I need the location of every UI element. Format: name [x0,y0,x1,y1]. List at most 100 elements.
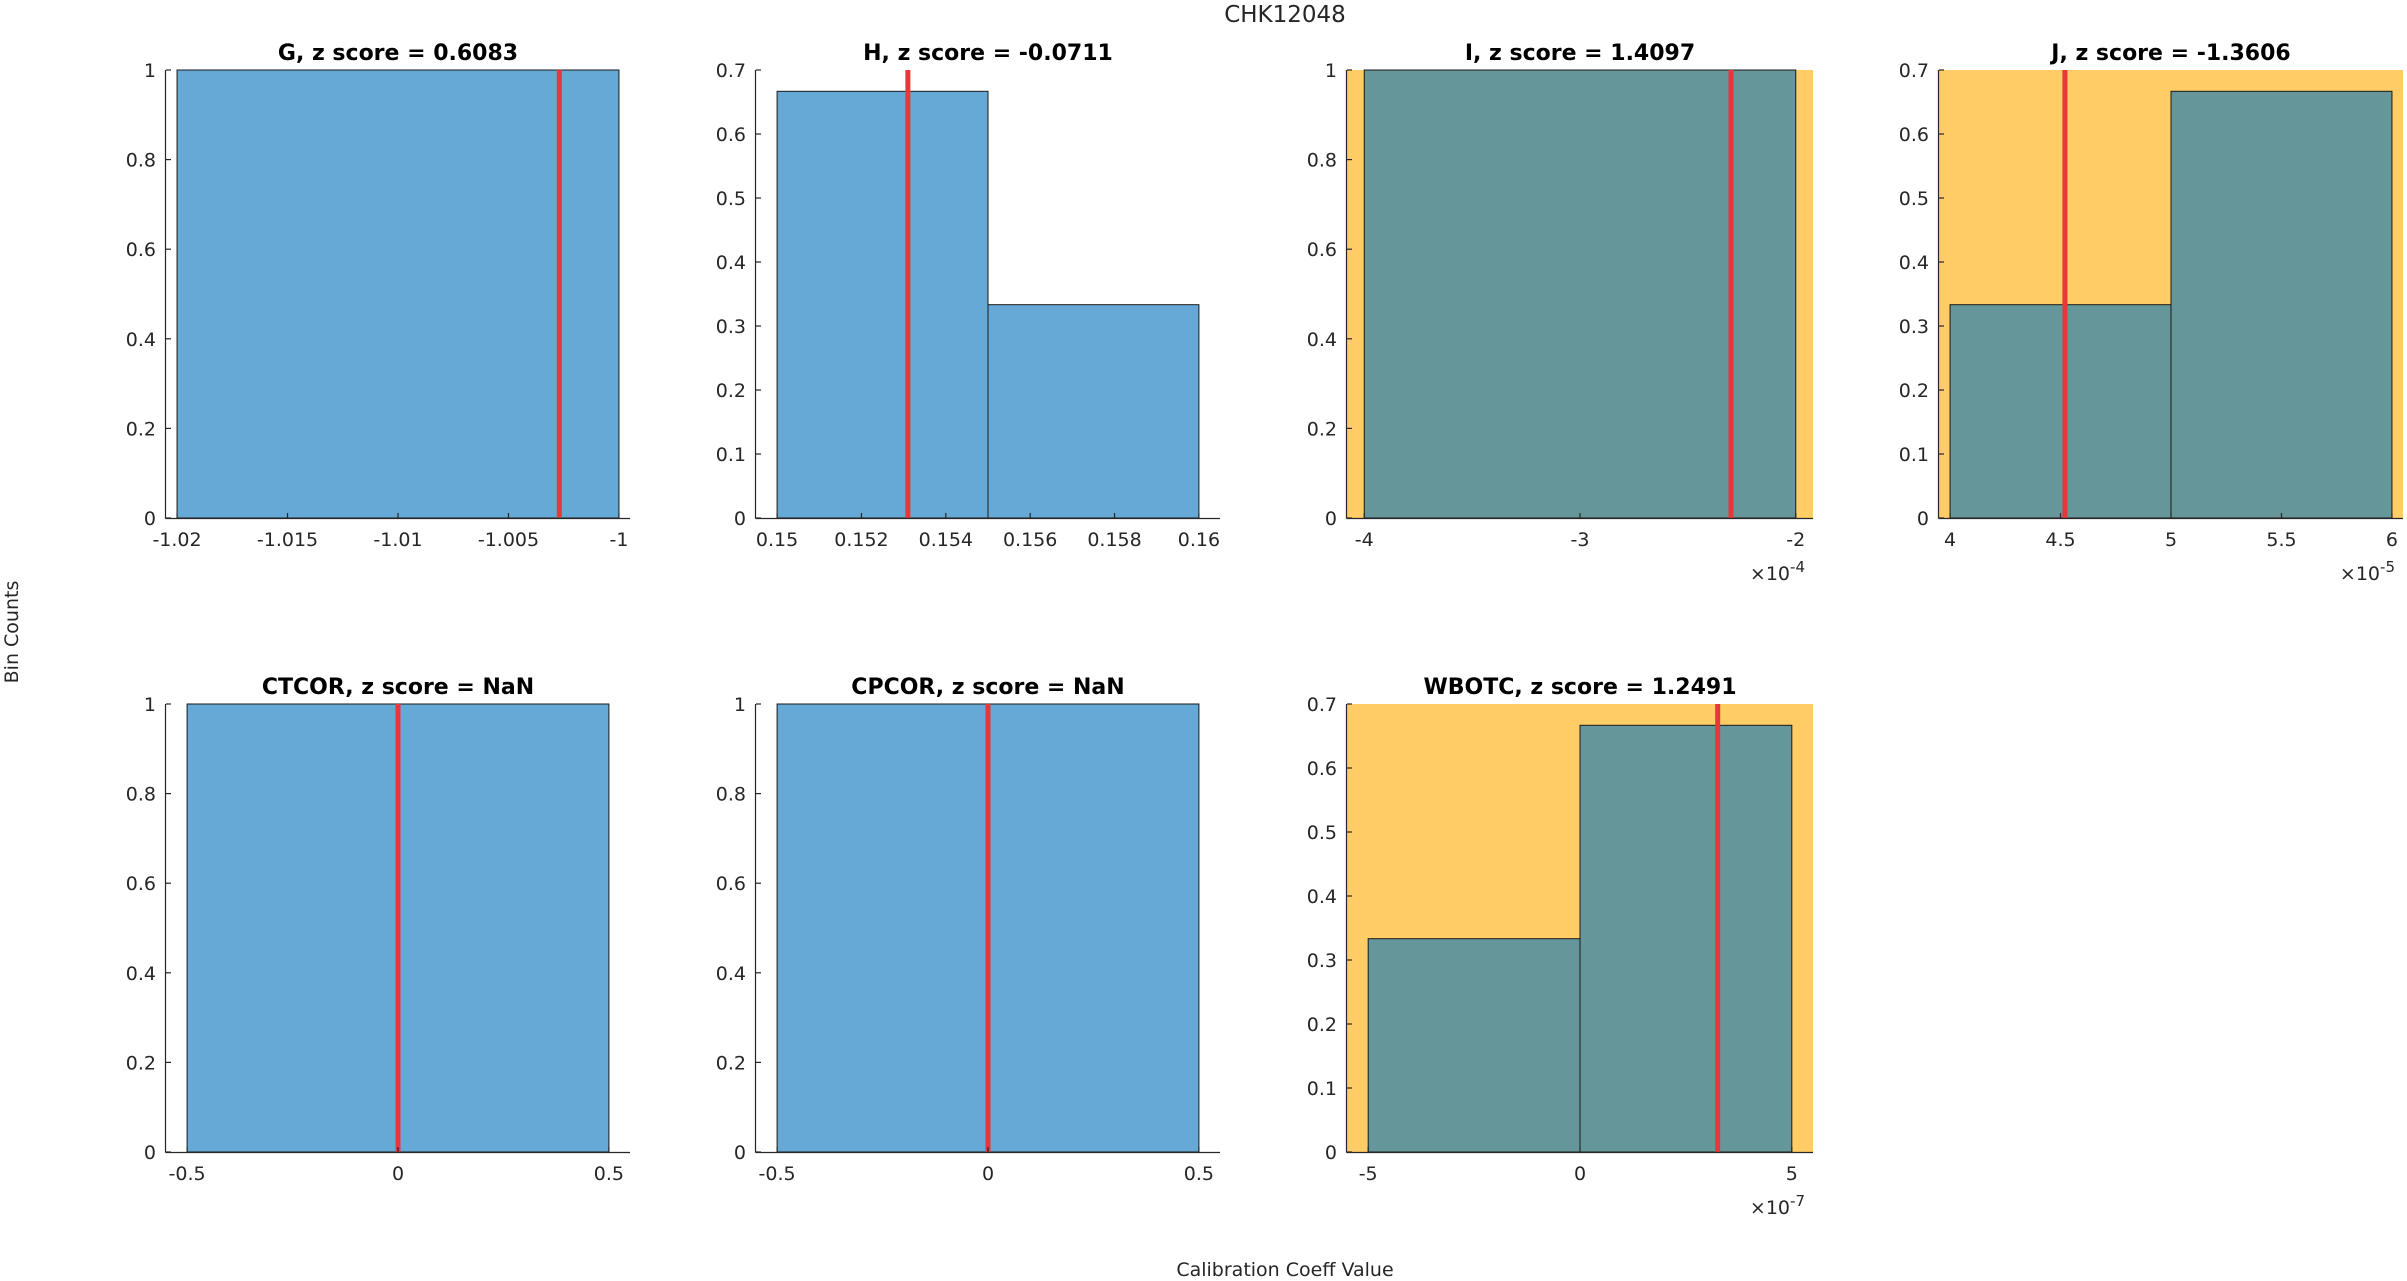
figure-xlabel: Calibration Coeff Value [1176,1259,1393,1281]
x-axis-multiplier: ×10-5 [2340,558,2395,585]
subplot-title: I, z score = 1.4097 [1465,41,1695,66]
x-tick-label: 0.156 [1003,529,1057,551]
y-tick-label: 0.6 [126,873,156,895]
subplot-2: 0.15 0.152 0.154 0.156 0.158 0.16 0 0.1 0.2 0.3 0.… [716,41,1220,551]
y-tick-label: 0.5 [716,188,746,210]
y-tick-label: 0.3 [1307,950,1337,972]
y-tick-label: 0 [1325,508,1337,530]
multiplier-base: ×10 [1750,563,1790,585]
y-tick-label: 0.4 [716,252,746,274]
y-tick-label: 0.6 [1307,758,1337,780]
histogram-bar [1367,938,1581,1153]
multiplier-exponent: -7 [1790,1192,1805,1210]
y-tick-label: 0.8 [716,784,746,806]
x-tick-label: 4.5 [2045,529,2075,551]
histogram-bar [776,90,989,519]
histogram-bar [1363,69,1797,519]
y-tick-label: 0.5 [1307,822,1337,844]
x-tick-label: -1 [609,529,628,551]
y-tick-label: 0.7 [1307,694,1337,716]
figure-suptitle: CHK12048 [1224,2,1346,28]
subplot-1: -1.02 -1.015 -1.01 -1.005 -1 0 0.2 0.4 0.6 0.8 1 G,… [126,41,630,551]
x-tick-label: -4 [1355,529,1374,551]
x-axis-multiplier: ×10-7 [1750,1192,1805,1219]
x-tick-label: 0.152 [834,529,888,551]
subplot-title: WBOTC, z score = 1.2491 [1423,675,1736,700]
figure-ylabel: Bin Counts [1,581,23,684]
subplot-title: G, z score = 0.6083 [278,41,518,66]
multiplier-exponent: -4 [1790,558,1805,576]
y-tick-label: 0.2 [1307,418,1337,440]
y-tick-label: 0 [734,1142,746,1164]
x-tick-label: 6 [2386,529,2398,551]
x-tick-label: -0.5 [169,1163,206,1185]
histogram-bar [987,304,1200,519]
y-tick-label: 0.1 [1899,444,1929,466]
y-tick-label: 0 [734,508,746,530]
y-tick-label: 0.5 [1899,188,1929,210]
x-tick-label: 5 [1786,1163,1798,1185]
x-tick-label: 5 [2165,529,2177,551]
y-tick-label: 1 [1325,60,1337,82]
y-tick-label: 0.2 [126,1052,156,1074]
subplot-title: CPCOR, z score = NaN [851,675,1124,700]
y-tick-label: 0.8 [126,784,156,806]
subplot-7: -5 0 5 0 0.1 0.2 0.3 0.4 0.5 0.6 0.7 WBOTC, z score… [1307,675,1813,1219]
y-tick-label: 1 [144,60,156,82]
y-tick-label: 0.6 [716,873,746,895]
y-tick-label: 0.3 [716,316,746,338]
y-tick-label: 0.4 [126,963,156,985]
subplot-title: H, z score = -0.0711 [863,41,1113,66]
x-tick-label: -0.5 [759,1163,796,1185]
subplot-5: -0.5 0 0.5 0 0.2 0.4 0.6 0.8 1 CTCOR, z score = N… [126,675,630,1185]
subplot-title: CTCOR, z score = NaN [262,675,534,700]
subplot-title: J, z score = -1.3606 [2049,41,2290,66]
y-tick-label: 0.4 [1899,252,1929,274]
y-tick-label: 0.6 [1307,239,1337,261]
y-tick-label: 0.1 [1307,1078,1337,1100]
x-tick-label: 5.5 [2266,529,2296,551]
histogram-bar [1949,304,2172,519]
x-tick-label: -1.015 [257,529,318,551]
x-tick-label: 0 [392,1163,404,1185]
y-tick-label: 0.6 [716,124,746,146]
x-tick-label: 0.154 [919,529,973,551]
x-tick-label: 4 [1944,529,1956,551]
x-tick-label: -1.02 [152,529,201,551]
y-tick-label: 0 [1917,508,1929,530]
y-tick-label: 0.8 [126,150,156,172]
multiplier-base: ×10 [2340,563,2380,585]
y-tick-label: 0.7 [716,60,746,82]
multiplier-base: ×10 [1750,1197,1790,1219]
x-tick-label: -5 [1359,1163,1378,1185]
y-tick-label: 0.2 [1307,1014,1337,1036]
subplot-6: -0.5 0 0.5 0 0.2 0.4 0.6 0.8 1 CPCOR, z score = N… [716,675,1220,1185]
x-tick-label: 0.5 [594,1163,624,1185]
x-tick-label: 0.5 [1184,1163,1214,1185]
subplot-3: -4 -3 -2 0 0.2 0.4 0.6 0.8 1 I, z score = 1.4097 ×… [1307,41,1813,585]
multiplier-exponent: -5 [2380,558,2395,576]
x-tick-label: 0.158 [1087,529,1141,551]
x-tick-label: 0 [982,1163,994,1185]
y-tick-label: 0.4 [1307,886,1337,908]
x-tick-label: 0.16 [1178,529,1220,551]
y-tick-label: 1 [144,694,156,716]
y-tick-label: 1 [734,694,746,716]
subplot-grid: -1.02 -1.015 -1.01 -1.005 -1 0 0.2 0.4 0.6 0.8 1 G,… [126,41,2403,1219]
y-tick-label: 0.4 [126,329,156,351]
x-tick-label: -1.01 [373,529,422,551]
y-tick-label: 0.1 [716,444,746,466]
x-tick-label: 0.15 [756,529,798,551]
y-tick-label: 0.8 [1307,150,1337,172]
x-tick-label: 0 [1574,1163,1586,1185]
y-tick-label: 0.3 [1899,316,1929,338]
y-tick-label: 0.6 [126,239,156,261]
y-tick-label: 0.4 [1307,329,1337,351]
x-tick-label: -3 [1571,529,1590,551]
histogram-bar [176,69,620,519]
y-tick-label: 0.7 [1899,60,1929,82]
y-tick-label: 0.2 [716,380,746,402]
histogram-bar [1579,724,1793,1153]
histogram-bar [2170,90,2393,519]
